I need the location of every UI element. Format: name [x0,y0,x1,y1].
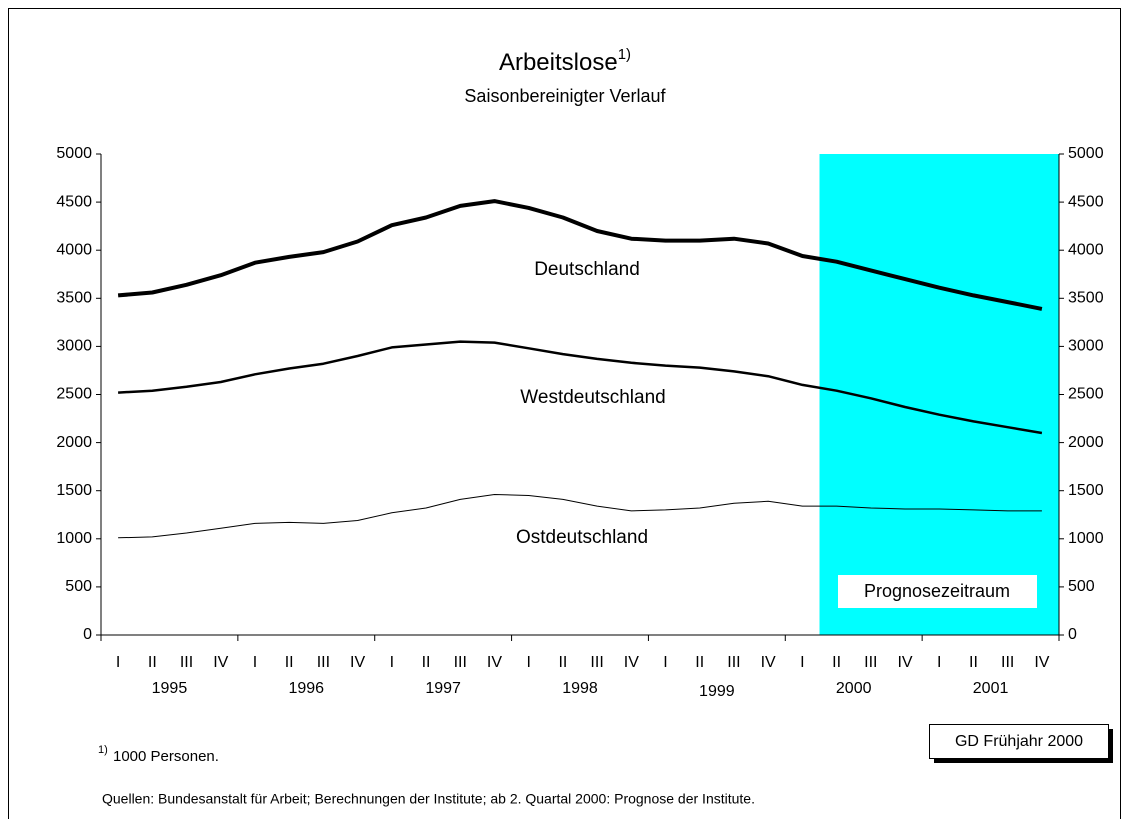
y-tick-label-right: 3000 [1068,338,1104,355]
y-tick-label-left: 1000 [56,530,92,547]
y-tick-label-left: 4500 [56,193,92,210]
year-label: 2001 [973,680,1009,697]
y-tick-label-left: 3500 [56,290,92,307]
y-tick-label-left: 3000 [56,338,92,355]
year-label: 1995 [152,680,188,697]
x-tick-label: II [558,654,567,671]
series-line [117,199,1043,311]
x-tick-label: I [937,654,941,671]
x-tick-label: II [148,654,157,671]
forecast-label: Prognosezeitraum [864,581,1010,601]
x-tick-label: III [864,654,877,671]
y-tick-label-right: 1000 [1068,530,1104,547]
title-superscript: 1) [618,46,631,63]
title-text: Arbeitslose [499,49,618,76]
badge: GD Frühjahr 2000 [955,733,1083,750]
chart-subtitle: Saisonbereinigter Verlauf [464,86,666,106]
series-label: Westdeutschland [520,387,665,408]
y-tick-label-right: 1500 [1068,482,1104,499]
x-tick-label: II [285,654,294,671]
x-tick-label: IV [213,654,228,671]
y-tick-label-right: 4000 [1068,241,1104,258]
x-tick-label: II [422,654,431,671]
x-tick-label: I [253,654,257,671]
x-tick-label: II [695,654,704,671]
x-tick-label: IV [487,654,502,671]
x-tick-label: IV [350,654,365,671]
x-tick-label: III [317,654,330,671]
x-tick-label: I [663,654,667,671]
series-label: Ostdeutschland [516,527,648,548]
x-tick-label: I [390,654,394,671]
year-label: 2000 [836,680,872,697]
x-tick-label: I [526,654,530,671]
x-tick-label: I [800,654,804,671]
forecast-label-box [838,575,1037,608]
y-tick-label-right: 500 [1068,578,1095,595]
y-tick-label-right: 4500 [1068,193,1104,210]
chart-title: Arbeitslose1) [499,46,631,76]
badge-box [929,724,1109,759]
footnote: 1000 Personen. [113,748,219,765]
x-tick-label: IV [761,654,776,671]
y-tick-label-left: 4000 [56,241,92,258]
x-tick-label: IV [1034,654,1049,671]
x-tick-label: III [1001,654,1014,671]
y-tick-label-left: 1500 [56,482,92,499]
source: Quellen: Bundesanstalt für Arbeit; Berec… [102,791,755,807]
y-tick-label-right: 3500 [1068,290,1104,307]
y-tick-label-right: 2000 [1068,434,1104,451]
x-tick-label: III [180,654,193,671]
x-tick-label: IV [624,654,639,671]
footnote-marker: 1) [98,744,108,756]
y-tick-label-left: 500 [65,578,92,595]
y-tick-label-right: 2500 [1068,386,1104,403]
series-line [118,340,1043,435]
x-tick-label: III [454,654,467,671]
x-tick-label: II [832,654,841,671]
x-tick-label: III [590,654,603,671]
y-tick-label-left: 5000 [56,145,92,162]
y-tick-label-left: 2500 [56,386,92,403]
year-label: 1999 [699,683,735,700]
x-tick-label: I [116,654,120,671]
series-line [118,494,1042,539]
x-tick-label: II [969,654,978,671]
year-label: 1997 [425,680,461,697]
y-tick-label-right: 5000 [1068,145,1104,162]
y-tick-label-right: 0 [1068,626,1077,643]
frame [8,8,1121,819]
year-label: 1996 [288,680,324,697]
year-label: 1998 [562,680,598,697]
x-tick-label: III [727,654,740,671]
y-tick-label-left: 2000 [56,434,92,451]
y-tick-label-left: 0 [83,626,92,643]
x-tick-label: IV [897,654,912,671]
series-label: Deutschland [534,259,640,280]
